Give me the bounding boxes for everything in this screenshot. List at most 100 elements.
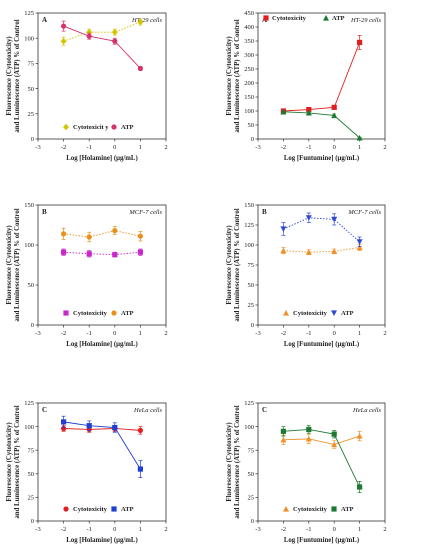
series-line xyxy=(283,428,361,488)
x-tick-label: 2 xyxy=(383,330,386,337)
y-tick-label: 125 xyxy=(24,400,34,407)
legend-marker xyxy=(111,124,117,130)
y-tick-label: 125 xyxy=(244,222,254,229)
data-point xyxy=(331,248,338,254)
data-point xyxy=(137,427,143,433)
legend: Cytotoxicity ATP xyxy=(263,15,345,22)
x-tick-label: 1 xyxy=(358,330,361,337)
x-tick-label: 1 xyxy=(139,144,142,151)
y-tick-label: 50 xyxy=(248,122,255,129)
y-axis-label: and Luminescence (ATP) % of Control xyxy=(234,405,241,518)
x-tick-label: -2 xyxy=(61,526,66,533)
data-point xyxy=(61,249,67,255)
legend: Cytotoxicity ATP xyxy=(283,310,354,317)
x-tick-label: 1 xyxy=(139,526,142,533)
data-point xyxy=(357,39,363,45)
legend-label: Cytotoxicity xyxy=(73,506,108,513)
x-axis-label: Log [Funtumine] (μg/mL) xyxy=(284,341,359,348)
data-point xyxy=(305,249,312,255)
legend-label: ATP xyxy=(341,506,354,513)
y-tick-label: 100 xyxy=(244,242,254,249)
series-atp xyxy=(61,415,143,478)
series-line xyxy=(283,246,360,253)
plot-frame xyxy=(37,204,167,326)
series-line xyxy=(283,435,360,446)
legend: Cytotoxicity ATP xyxy=(63,506,134,513)
x-tick-label: 2 xyxy=(383,144,386,151)
y-tick-label: 150 xyxy=(24,202,34,209)
y-axis-label: and Luminescence (ATP) % of Control xyxy=(14,19,21,132)
data-point xyxy=(86,423,92,429)
legend-label: ATP xyxy=(121,124,134,131)
chart-panel-3: -3 -2 -1 0 1 2 0 50 100 150 Log [Holamine] (μg/mL)… xyxy=(6,202,168,348)
legend-marker xyxy=(111,506,117,512)
data-point xyxy=(331,431,337,437)
series-atp xyxy=(280,425,363,494)
data-point xyxy=(137,249,143,255)
y-tick-label: 250 xyxy=(244,66,254,73)
data-point xyxy=(61,23,67,29)
legend-marker xyxy=(331,506,337,512)
series-line xyxy=(63,251,141,256)
series-line xyxy=(63,421,141,470)
data-point xyxy=(306,107,312,113)
data-point xyxy=(306,426,312,433)
legend-marker xyxy=(63,506,69,512)
legend-label: Cytotoxicity xyxy=(293,506,328,513)
y-tick-label: 75 xyxy=(248,262,255,269)
x-tick-label: -1 xyxy=(306,144,311,151)
y-tick-label: 100 xyxy=(244,424,254,431)
data-point xyxy=(357,484,363,490)
y-tick-label: 25 xyxy=(248,302,255,309)
x-tick-label: 0 xyxy=(333,144,336,151)
y-tick-label: 0 xyxy=(251,518,254,525)
x-tick-label: -1 xyxy=(86,526,91,533)
y-axis-label: Fluorescence (Cytotoxicity) xyxy=(6,422,13,501)
chart-panel-2: -3 -2 -1 0 1 2 0 50 100 150 200 250 300 350 400 450 Log … xyxy=(226,10,387,162)
legend-marker xyxy=(63,123,69,131)
y-tick-label: 0 xyxy=(251,322,254,329)
x-tick-label: -2 xyxy=(281,526,286,533)
cell-line-label: HT-29 cells xyxy=(131,17,162,24)
series-atp xyxy=(61,20,143,72)
x-tick-label: -2 xyxy=(281,144,286,151)
series-atp xyxy=(280,212,363,247)
y-tick-label: 450 xyxy=(244,10,254,17)
y-axis-label: Fluorescence (Cytotoxicity) xyxy=(226,225,233,304)
data-point xyxy=(60,38,67,45)
data-point xyxy=(331,112,338,119)
y-tick-label: 75 xyxy=(28,61,35,68)
series-line xyxy=(63,25,141,69)
y-axis-label: Fluorescence (Cytotoxicity) xyxy=(6,225,13,304)
y-tick-label: 150 xyxy=(244,202,254,209)
x-axis-label: Log [Holamine] (μg/mL) xyxy=(66,341,137,348)
y-axis-label: and Luminescence (ATP) % of Control xyxy=(234,208,241,321)
x-tick-label: 1 xyxy=(358,144,361,151)
data-point xyxy=(61,425,67,432)
series-cytotoxicity xyxy=(280,243,363,255)
legend-label: ATP xyxy=(121,310,134,317)
x-tick-label: 2 xyxy=(383,526,386,533)
y-axis-label: Fluorescence (Cytotoxicity) xyxy=(226,36,233,115)
data-point xyxy=(280,436,287,443)
data-point xyxy=(305,109,312,116)
y-axis-label: and Luminescence (ATP) % of Control xyxy=(234,19,241,132)
legend-marker xyxy=(283,506,289,512)
data-point xyxy=(356,239,363,245)
cell-line-label: MCF-7 cells xyxy=(347,209,381,216)
legend-label: Cytotoxicity xyxy=(73,310,108,317)
legend: Cytotoxicity ATP xyxy=(283,506,354,513)
legend-label: Cytotoxicity xyxy=(272,15,307,22)
x-tick-label: 0 xyxy=(113,330,116,337)
y-tick-label: 100 xyxy=(24,242,34,249)
legend-marker xyxy=(63,310,69,316)
y-tick-label: 200 xyxy=(244,80,254,87)
data-point xyxy=(356,244,363,250)
series-cytotoxicity xyxy=(60,18,144,46)
series-line xyxy=(283,217,360,243)
x-tick-label: 0 xyxy=(333,526,336,533)
legend: Cytotoxicity ATP xyxy=(63,310,134,317)
y-tick-label: 0 xyxy=(31,518,34,525)
series-line xyxy=(283,42,361,112)
